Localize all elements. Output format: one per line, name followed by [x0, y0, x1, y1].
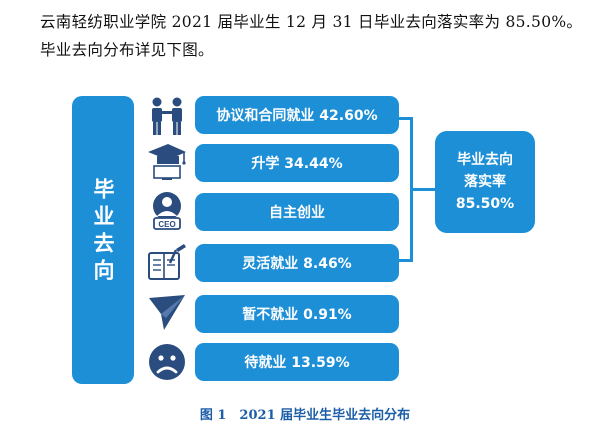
grouping-bracket	[399, 117, 413, 262]
ceo-icon: CEO	[153, 192, 181, 230]
paper-plane-icon	[149, 295, 185, 330]
placement-rate-value: 85.50%	[455, 196, 515, 212]
figure-caption: 图 1 2021 届毕业生毕业去向分布	[199, 408, 411, 423]
destination-item-awaiting: 待就业 13.59%	[195, 343, 399, 381]
destination-item-not-employed: 暂不就业 0.91%	[195, 295, 399, 333]
placement-rate-box: 毕业去向 落实率 85.50%	[435, 131, 535, 233]
placement-rate-label-line1: 毕业去向	[457, 152, 513, 168]
destination-item-further-study: 升学 34.44%	[195, 144, 399, 182]
ceo-icon-text: CEO	[158, 220, 175, 229]
destination-item-flexible: 灵活就业 8.46%	[195, 244, 399, 282]
graduate-destination-label-box: 毕业去向	[72, 96, 134, 384]
placement-rate-label-line2: 落实率	[464, 174, 506, 190]
notebook-pen-icon	[148, 244, 186, 280]
bracket-connector	[413, 188, 435, 191]
intro-paragraph: 云南轻纺职业学院 2021 届毕业生 12 月 31 日毕业去向落实率为 85.…	[40, 13, 583, 59]
destination-item-self-employed: 自主创业	[195, 193, 399, 231]
graduate-destination-label: 毕业去向	[91, 178, 115, 286]
graduation-cap-icon	[148, 144, 186, 180]
handshake-people-icon	[152, 97, 182, 135]
sad-face-icon	[149, 344, 185, 380]
destination-item-contract: 协议和合同就业 42.60%	[195, 96, 399, 134]
